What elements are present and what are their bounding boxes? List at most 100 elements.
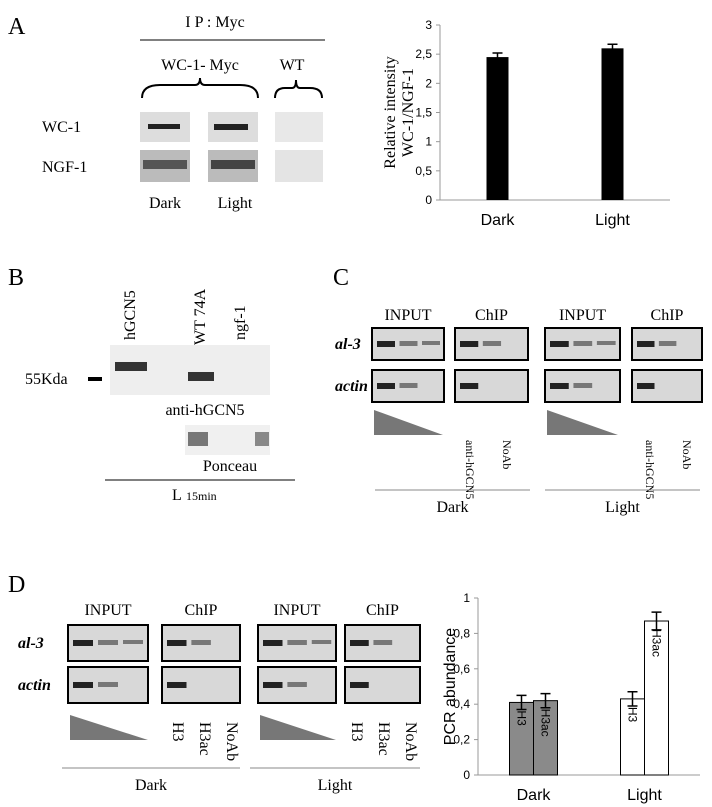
stain-label: Ponceau [203,458,257,475]
lane-label: NoAb [402,722,419,761]
band [98,682,118,687]
blots [110,345,270,455]
y-axis-label: PCR abundance [442,628,459,746]
error-bar [540,692,551,709]
antibody-label: anti-hGCN5 [165,402,244,419]
band [73,682,93,688]
lane-label: H3ac [196,722,213,756]
error-bar [651,611,662,631]
lane-label: H3 [348,722,365,742]
condition-label: Light [318,777,353,794]
band [573,341,593,346]
error-bar [492,52,503,62]
y-tick-label: 1 [425,135,432,149]
band [399,383,418,388]
band [550,383,569,389]
column-label: ChIP [475,307,508,324]
column-label: INPUT [84,602,131,619]
row-label: al-3 [335,336,361,353]
lane-label: WT 74A [192,288,209,345]
band [123,640,143,644]
condition-label: Dark [135,777,167,794]
row-label: NGF-1 [42,159,87,176]
panel-letter: B [8,265,24,291]
marker-label: 55Kda [25,371,68,388]
row-label: actin [335,378,368,395]
gradient-triangle [374,410,443,435]
ip-label: I P : Myc [185,14,244,31]
band [350,682,369,688]
band [573,383,593,388]
y-tick-label: 2 [425,76,432,90]
band [482,341,502,346]
y-axis-label: Relative intensity [382,56,399,168]
lane-label: NoAb [680,440,694,469]
band [350,640,369,646]
lane-label: H3ac [375,722,392,756]
bar [509,701,534,776]
lane-label: anti-hGCN5 [463,440,477,499]
lane-label: Dark [149,195,181,212]
band [399,341,418,346]
band [596,341,616,345]
blot-grid: INPUT ChIP INPUT ChIP al-3 actin H3 H3ac NoAb H3 H… [18,602,421,794]
column-label: INPUT [384,307,431,324]
bar-label: H3 [626,707,640,723]
group-label: WC-1- Myc [161,57,239,74]
band [658,341,677,346]
bar [644,620,669,776]
bar [601,48,624,201]
band [287,640,307,645]
time-label: 15min [186,489,217,503]
band [637,341,655,347]
y-tick-label: 0,4 [453,697,470,711]
error-bar [627,691,638,707]
group-label: WT [280,57,305,74]
lane-label: hGCN5 [122,290,139,340]
gradient-triangle [547,410,618,435]
x-tick-label: Dark [517,787,552,804]
panel-letter: D [8,572,25,598]
column-label: INPUT [559,307,606,324]
y-tick-label: 2,5 [415,47,432,61]
band [460,383,479,389]
row-label: actin [18,677,51,694]
band [73,640,93,646]
band [167,640,187,646]
column-label: ChIP [185,602,218,619]
gradient-triangle [260,715,336,740]
band [637,383,655,389]
band [311,640,332,644]
y-tick-label: 3 [425,18,432,32]
brace [141,77,259,99]
band [422,341,440,345]
bar-label: H3 [515,710,529,726]
lane-label: anti-hGCN5 [643,440,657,499]
condition-label: L [172,487,182,504]
band [373,640,393,645]
y-tick-label: 1,5 [415,106,432,120]
bar-label: H3ac [650,629,664,657]
condition-label: Dark [437,499,469,516]
y-tick-label: 0 [425,193,432,207]
band [263,682,283,688]
band [167,682,187,688]
row-label: al-3 [18,635,44,652]
y-axis-label: WC-1/NGF-1 [400,68,417,157]
brace [274,79,323,99]
panel-letter: C [333,265,349,291]
x-tick-label: Light [627,787,662,804]
column-label: ChIP [651,307,684,324]
bar [620,698,645,776]
bar-label: H3ac [539,709,553,737]
marker-dash [88,377,102,381]
lane-label: NoAb [223,722,240,761]
band [191,640,211,645]
y-tick-label: 1 [463,591,470,605]
panel-letter: A [8,14,26,40]
column-label: INPUT [273,602,320,619]
y-tick-label: 0,8 [453,626,470,640]
y-tick-label: 0 [463,768,470,782]
band [550,341,569,347]
